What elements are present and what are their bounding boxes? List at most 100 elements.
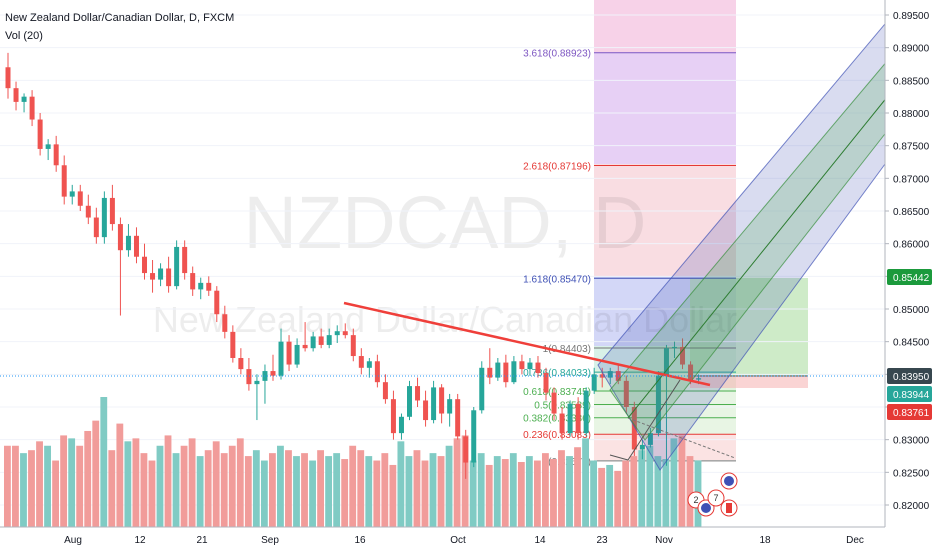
candle-body [206,282,212,291]
candle [238,348,244,375]
candle [671,341,677,358]
fib-level-label: 0.5(0.83539) [534,400,591,411]
volume-bar [437,456,445,527]
volume-bar [333,453,341,527]
candle-body [21,96,27,102]
volume-bar [598,467,606,527]
candle-body [37,119,43,149]
event-icons[interactable]: 2 7 [687,472,738,517]
price-axis[interactable]: 0.89500 0.89000 0.88500 0.88000 0.87500 0.870… [884,0,932,527]
volume-bar [116,423,124,527]
candle-body [575,403,581,434]
event-count-7-icon[interactable] [707,489,725,507]
candle [439,384,445,424]
volume-bar [244,456,252,527]
volume-bar [28,450,35,527]
candle [455,393,461,440]
fib-level-label: 0.618(0.83745) [523,387,591,398]
candle [607,367,613,385]
candle-body [117,224,123,251]
candle [5,52,11,99]
candle [246,358,252,391]
y-tick-label: 0.89000 [893,44,930,55]
svg-text:7: 7 [713,493,718,503]
fib-level-label: 1.618(0.85470) [523,274,591,285]
candle [390,390,396,440]
volume-bar [220,453,228,527]
candle [398,413,404,440]
volume-bar [373,460,381,527]
x-tick-label: Dec [846,535,864,546]
volume-bar [164,435,172,527]
candle-body [551,392,557,414]
volume-bar [654,456,662,527]
candle-body [45,144,51,149]
candle [639,439,645,460]
candle [495,358,501,381]
candle-body [198,282,204,290]
trendline[interactable] [343,301,711,387]
candle [519,354,525,375]
candle [142,243,148,280]
long-position-tool[interactable] [690,278,808,388]
volume-bar [501,459,509,527]
candle-body [471,410,477,463]
candle [655,371,661,437]
volume-bar [389,464,397,527]
volume-bar [381,453,389,527]
candle-body [495,362,501,378]
candle [663,344,669,466]
y-tick-label: 0.82000 [893,501,930,512]
candle-body [382,382,388,400]
price-badge-label: 0.83944 [893,390,930,401]
watermark: NZDCAD, D New Zealand Dollar/Canadian Do… [153,181,737,340]
fib-level-label: 0.786(0.84033) [523,368,591,379]
candle [680,338,686,370]
candle-body [238,358,244,370]
chart-title: New Zealand Dollar/Canadian Dollar, D, F… [5,12,234,24]
candle [53,135,59,172]
candle-body [302,344,308,349]
fib-level-label: 3.618(0.88923) [523,49,591,60]
volume-bar [493,456,501,527]
candle-body [310,336,316,349]
candle-body [334,331,340,336]
time-axis[interactable]: Aug 12 21 Sep 16 Oct 14 23 Nov 18 Dec [0,526,932,550]
candle [511,356,517,385]
volume-bar [622,460,630,527]
candle [318,328,324,349]
candle [407,380,412,421]
svg-text:2: 2 [693,495,698,505]
volume-bar [4,445,11,527]
candle-body [326,335,332,345]
volume-bar [108,450,116,527]
watermark-name: New Zealand Dollar/Canadian Dollar [153,299,737,340]
x-tick-label: 23 [596,535,608,546]
volume-bar [268,453,276,527]
volume-bar [172,453,180,527]
candle [463,429,469,479]
volume-bar [686,456,694,527]
volume-bar [421,460,429,527]
volume-bar [188,438,196,527]
price-badge-label: 0.83761 [893,408,930,419]
y-tick-label: 0.87000 [893,174,930,185]
candle-body [680,346,686,365]
candle-body [535,362,541,374]
x-tick-label: 14 [534,535,546,546]
candle-body [214,290,220,315]
x-tick-label: 16 [354,535,366,546]
candle-body [407,386,412,417]
candle [358,348,364,375]
candle-body [463,436,469,463]
candle-body [671,346,677,349]
candle-body [639,444,645,450]
y-tick-label: 0.82500 [893,468,930,479]
candle-body [631,407,637,450]
candle-body [358,356,364,368]
candle [623,375,629,414]
candle-body [374,361,380,383]
y-tick-label: 0.85000 [893,305,930,316]
